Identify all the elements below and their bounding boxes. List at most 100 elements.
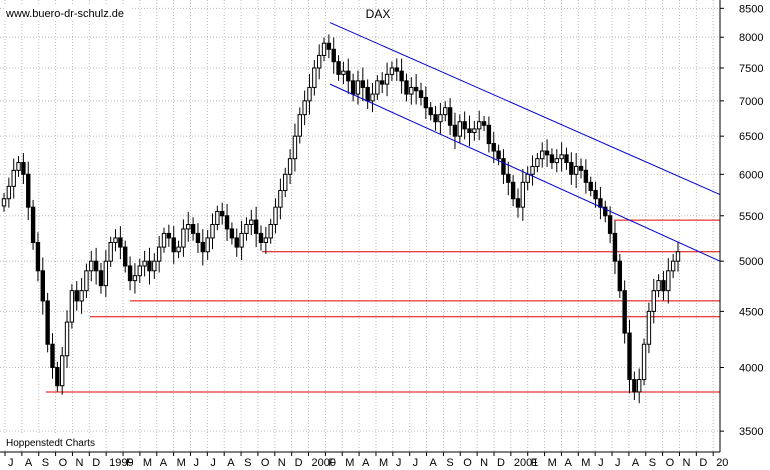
source-label: www.buero-dr-schulz.de [5,8,124,20]
candle-body [627,332,632,381]
candle-body [292,135,298,160]
candle-body [50,343,55,369]
candle-body [278,189,283,208]
x-tick-label: A [564,457,572,469]
candle-body [355,80,361,95]
candle-body [540,150,545,160]
candle-body [1,198,7,207]
candle-body [607,215,613,234]
candle-body [535,158,540,167]
x-tick-label: O [261,457,270,469]
x-tick-label: O [463,457,472,469]
candle-body [350,80,356,95]
y-tick-label: 6500 [739,131,763,143]
candle-body [462,121,467,130]
x-tick-label: D [295,457,303,469]
x-tick-label: M [345,457,354,469]
candle-body [661,280,666,292]
candle-body [297,114,302,137]
candle-body [268,224,273,239]
candle-body [588,181,593,191]
candle-body [234,237,239,248]
candle-body [35,241,41,272]
candles [1,34,681,404]
y-tick-label: 6000 [739,169,763,181]
candle-body [530,165,535,175]
candle-body [346,70,351,82]
candle-body [370,93,375,102]
candle-body [651,290,656,312]
candle-body [418,90,424,98]
candle-body [632,379,637,393]
candle-body [656,280,661,292]
candle-body [118,237,123,248]
candle-body [409,86,414,95]
y-tick-label: 8000 [739,32,763,44]
candle-body [147,260,152,272]
x-tick-label: S [649,457,656,469]
candle-body [40,270,45,302]
x-tick-label: M [548,457,557,469]
x-tick-label: A [160,457,168,469]
candle-body [326,42,332,50]
x-tick-label: F [328,457,335,469]
candle-body [103,260,109,287]
y-axis: 3500 4000 4500 5000 5500 6000 6500 7000 7500 8000… [720,3,763,438]
candle-body [26,173,31,208]
candle-body [123,246,128,267]
candle-body [239,232,244,248]
x-tick-label: A [430,457,438,469]
candle-body [360,80,366,88]
candle-body [205,237,210,253]
candle-body [428,107,433,116]
candle-body [496,150,501,160]
candle-body [472,128,477,134]
candle-body [263,237,269,243]
x-tick-label: D [92,457,100,469]
channel-line [329,83,721,262]
candle-body [457,121,462,137]
candle-body [452,124,458,137]
x-tick-label: F [531,457,538,469]
candle-body [341,70,346,75]
candle-body [59,355,65,387]
x-tick-label: A [632,457,640,469]
y-tick-label: 5500 [739,211,763,223]
candle-body [438,114,443,123]
candle-body [583,169,589,183]
x-tick-label: J [396,457,402,469]
candle-body [74,290,79,302]
x-tick-label: 1999 [109,457,133,469]
candle-body [30,206,36,243]
candle-body [559,154,564,160]
candle-body [273,206,278,226]
y-tick-label: 8500 [739,3,763,15]
y-tick-label: 5000 [739,256,763,268]
y-tick-label: 4500 [739,306,763,318]
candle-body [510,181,516,200]
x-tick-label: 2001 [514,457,538,469]
chart-title: DAX [366,7,391,21]
horizontal-levels [46,219,720,393]
x-tick-label: M [177,457,186,469]
candle-body [394,67,399,72]
x-tick-label: D [699,457,707,469]
candle-body [433,114,438,123]
candle-body [506,173,511,183]
candle-body [617,260,623,292]
candle-body [127,265,133,282]
x-tick-label: S [42,457,49,469]
x-tick-label: J [413,457,419,469]
candle-body [525,173,530,183]
candle-body [302,100,307,116]
candle-body [132,275,138,282]
x-tick-label: A [25,457,33,469]
x-tick-label: 2000 [312,457,336,469]
candle-body [229,228,235,239]
candle-body [573,165,579,175]
candle-body [331,48,336,63]
x-tick-label: O [666,457,675,469]
trend-channel [329,22,721,262]
candle-body [520,181,526,208]
